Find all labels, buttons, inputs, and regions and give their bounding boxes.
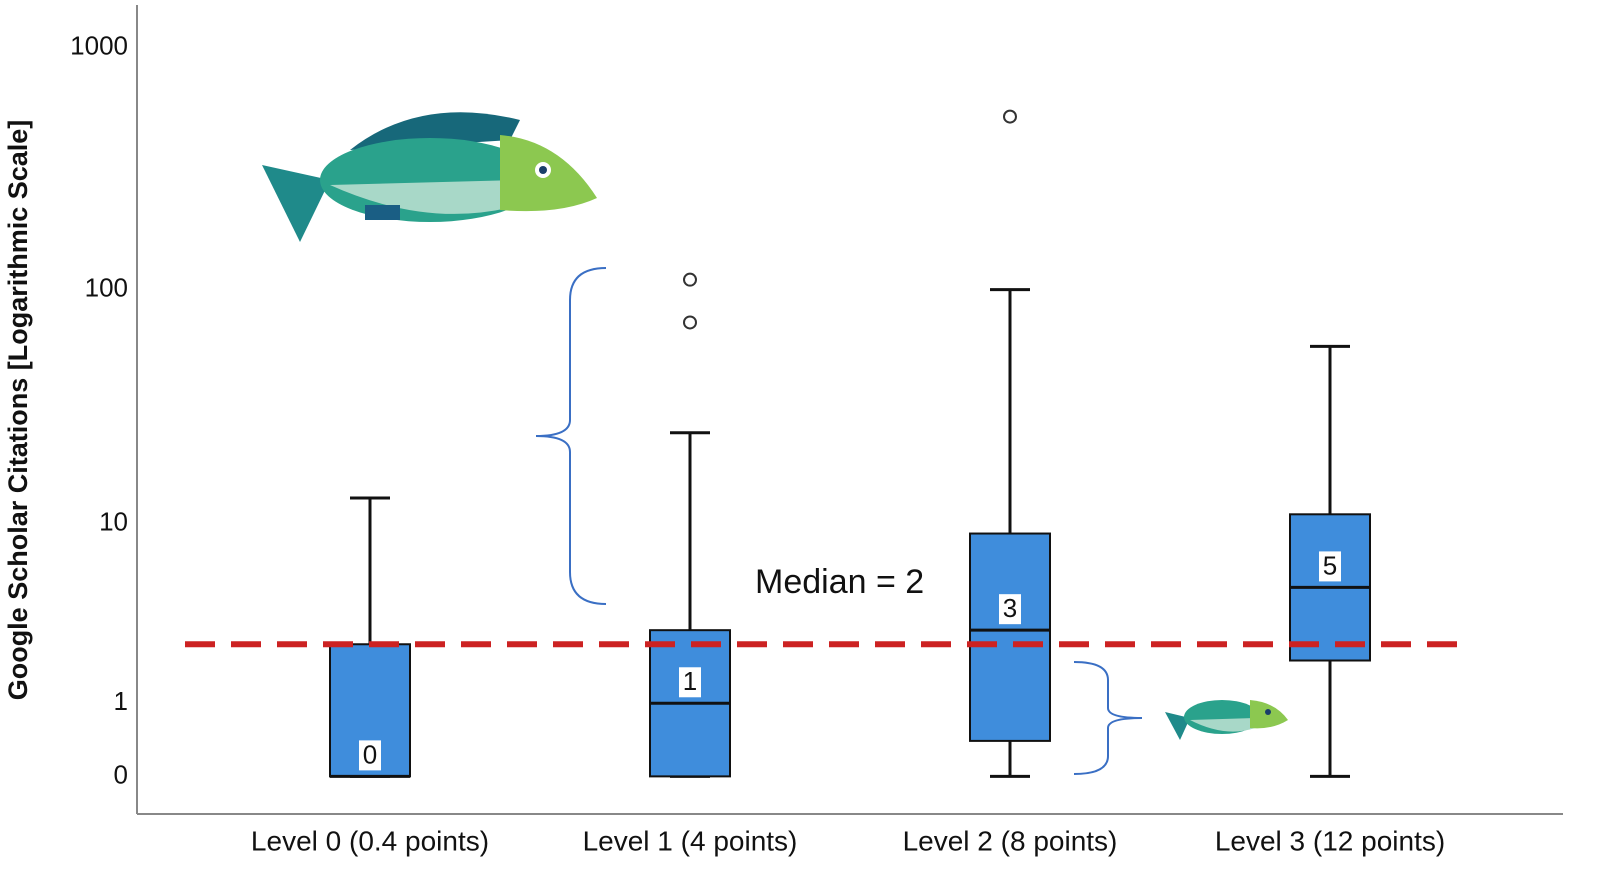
x-tick-label: Level 1 (4 points) [583,825,798,856]
x-tick-label: Level 2 (8 points) [903,825,1118,856]
y-axis-title: Google Scholar Citations [Logarithmic Sc… [3,120,33,701]
y-tick-label: 1000 [70,31,128,61]
x-tick-label: Level 0 (0.4 points) [251,825,489,856]
y-tick-label: 0 [114,759,128,789]
median-label-bg [359,740,381,771]
brace [535,267,607,605]
annotation: Median = 2 [755,563,924,601]
y-tick-label: 10 [99,506,128,536]
median-label: 5 [1323,550,1337,580]
median-label-bg [999,594,1021,625]
median-label: 3 [1003,593,1017,623]
fish-small [1165,700,1288,740]
y-tick-label: 1 [114,686,128,716]
y-tick-label: 100 [85,273,128,303]
median-label-bg [1319,551,1341,582]
x-tick-label: Level 3 (12 points) [1215,825,1445,856]
box [969,532,1051,742]
brace [1073,661,1143,775]
fish-large [262,112,597,242]
outlier [1003,109,1017,124]
median-label: 0 [363,739,377,769]
median-label-bg [679,667,701,698]
median-label: 1 [683,666,697,696]
outlier [683,315,697,330]
outlier [683,272,697,287]
